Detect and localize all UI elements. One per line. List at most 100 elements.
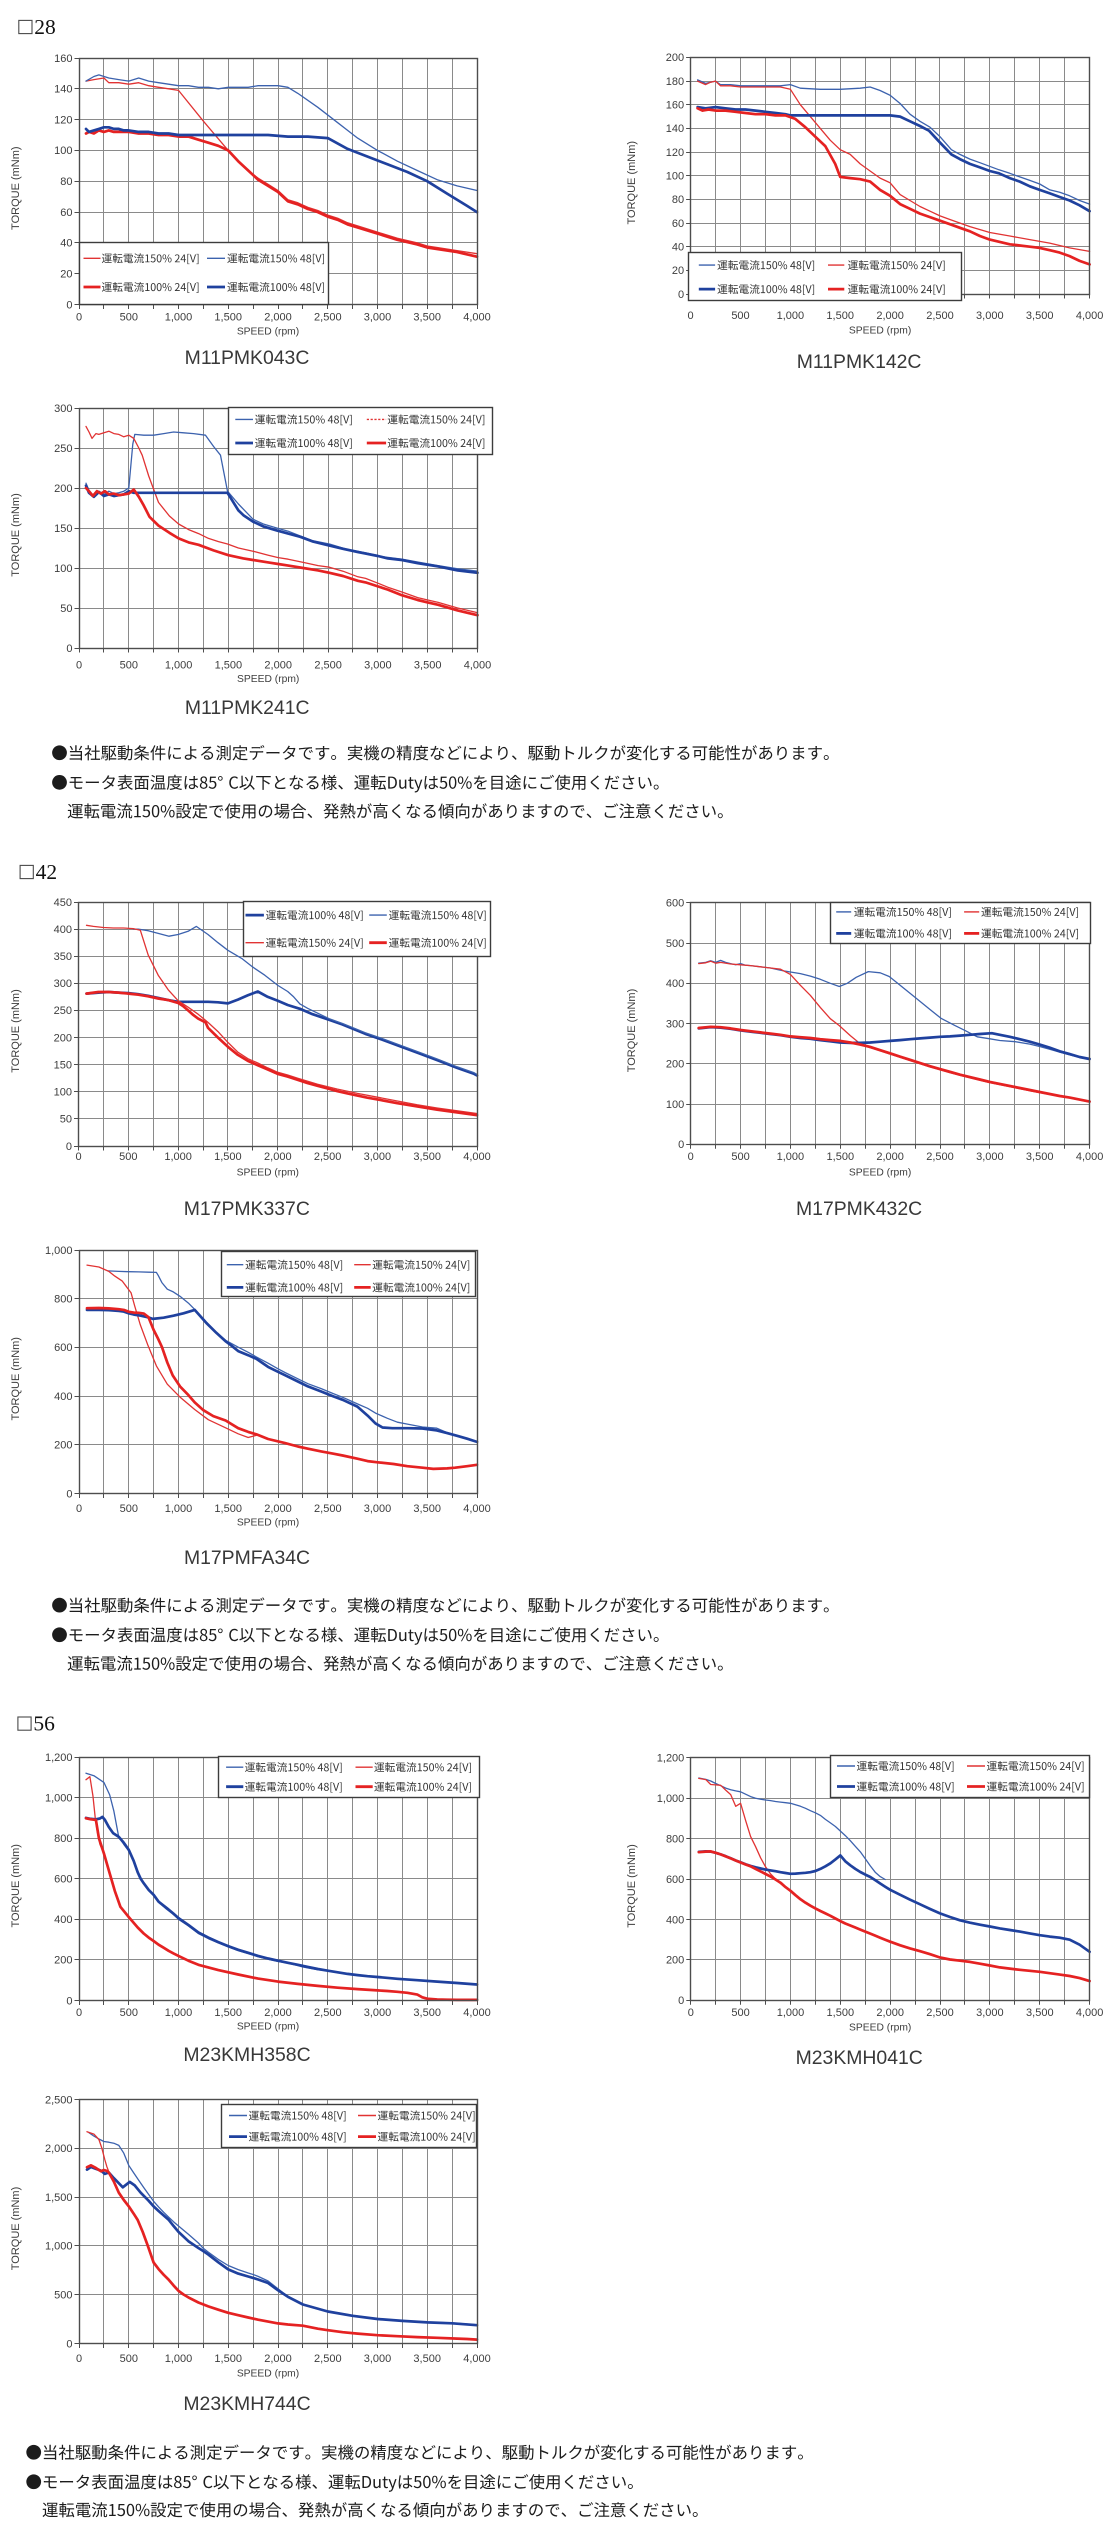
svg-text:100: 100 [666, 171, 684, 183]
svg-text:2,000: 2,000 [264, 1503, 292, 1515]
svg-text:450: 450 [54, 897, 72, 909]
svg-text:80: 80 [672, 194, 684, 206]
svg-text:0: 0 [688, 2007, 694, 2019]
svg-text:20: 20 [672, 265, 684, 277]
svg-text:4,000: 4,000 [463, 2353, 491, 2365]
svg-text:0: 0 [76, 2007, 82, 2019]
svg-text:4,000: 4,000 [463, 1503, 491, 1515]
svg-text:3,500: 3,500 [1026, 2007, 1054, 2019]
svg-text:140: 140 [666, 123, 684, 135]
svg-text:600: 600 [666, 1874, 684, 1886]
svg-text:TORQUE (mNm): TORQUE (mNm) [10, 493, 22, 577]
svg-text:0: 0 [66, 2338, 72, 2350]
svg-text:1,000: 1,000 [45, 1245, 73, 1257]
svg-text:500: 500 [120, 2353, 138, 2365]
svg-text:200: 200 [54, 1032, 72, 1044]
svg-text:500: 500 [666, 938, 684, 950]
svg-text:180: 180 [666, 76, 684, 88]
svg-text:0: 0 [76, 2353, 82, 2365]
svg-text:28: 28 [34, 15, 56, 39]
svg-text:0: 0 [66, 1995, 72, 2007]
svg-text:3,500: 3,500 [1026, 1151, 1054, 1163]
svg-text:400: 400 [666, 978, 684, 990]
svg-text:100: 100 [666, 1099, 684, 1111]
svg-text:800: 800 [54, 1294, 72, 1306]
svg-text:2,000: 2,000 [876, 2007, 904, 2019]
svg-text:4,000: 4,000 [464, 660, 492, 672]
svg-text:TORQUE (mNm): TORQUE (mNm) [626, 1844, 638, 1928]
svg-text:4,000: 4,000 [463, 311, 491, 323]
svg-text:3,500: 3,500 [414, 660, 442, 672]
svg-text:3,500: 3,500 [413, 1503, 441, 1515]
svg-text:SPEED (rpm): SPEED (rpm) [237, 1518, 299, 1529]
svg-text:3,000: 3,000 [976, 310, 1004, 322]
svg-text:SPEED (rpm): SPEED (rpm) [237, 327, 299, 338]
svg-text:200: 200 [54, 1440, 72, 1452]
svg-text:120: 120 [54, 114, 72, 126]
svg-text:3,000: 3,000 [364, 2353, 392, 2365]
svg-text:150: 150 [54, 523, 72, 535]
svg-text:3,500: 3,500 [413, 2353, 441, 2365]
svg-text:200: 200 [54, 1955, 72, 1967]
svg-text:2,000: 2,000 [876, 310, 904, 322]
svg-text:0: 0 [76, 660, 82, 672]
svg-text:0: 0 [678, 1139, 684, 1151]
svg-text:1,200: 1,200 [45, 1752, 73, 1764]
svg-text:4,000: 4,000 [463, 2007, 491, 2019]
svg-text:0: 0 [688, 310, 694, 322]
svg-text:TORQUE (mNm): TORQUE (mNm) [626, 989, 638, 1073]
svg-text:2,500: 2,500 [314, 1151, 342, 1163]
svg-text:120: 120 [666, 147, 684, 159]
svg-text:2,500: 2,500 [926, 2007, 954, 2019]
svg-text:20: 20 [60, 269, 72, 281]
svg-text:3,500: 3,500 [413, 311, 441, 323]
svg-text:2,500: 2,500 [926, 310, 954, 322]
svg-text:4,000: 4,000 [1076, 1151, 1104, 1163]
svg-text:2,000: 2,000 [264, 311, 292, 323]
svg-text:50: 50 [60, 603, 72, 615]
svg-text:M17PMK337C: M17PMK337C [184, 1198, 310, 1220]
svg-text:1,000: 1,000 [777, 310, 805, 322]
svg-text:600: 600 [54, 1342, 72, 1354]
svg-text:2,500: 2,500 [314, 2007, 342, 2019]
svg-text:140: 140 [54, 84, 72, 96]
svg-text:56: 56 [33, 1712, 55, 1736]
svg-text:SPEED (rpm): SPEED (rpm) [849, 326, 911, 337]
svg-text:200: 200 [54, 483, 72, 495]
svg-text:TORQUE (mNm): TORQUE (mNm) [10, 1337, 22, 1421]
svg-text:40: 40 [672, 242, 684, 254]
svg-text:1,000: 1,000 [165, 660, 193, 672]
svg-text:3,500: 3,500 [1026, 310, 1054, 322]
svg-text:100: 100 [54, 563, 72, 575]
svg-text:0: 0 [66, 1488, 72, 1500]
svg-text:1,500: 1,500 [215, 660, 243, 672]
svg-text:160: 160 [666, 100, 684, 112]
svg-text:M17PMFA34C: M17PMFA34C [184, 1547, 310, 1569]
svg-text:1,000: 1,000 [45, 1792, 73, 1804]
svg-text:M23KMH744C: M23KMH744C [183, 2393, 310, 2415]
svg-text:1,500: 1,500 [826, 310, 854, 322]
svg-text:1,500: 1,500 [214, 2353, 242, 2365]
svg-text:300: 300 [54, 403, 72, 415]
svg-text:1,200: 1,200 [657, 1753, 685, 1765]
svg-text:100: 100 [54, 145, 72, 157]
svg-text:2,000: 2,000 [264, 660, 292, 672]
svg-text:M17PMK432C: M17PMK432C [796, 1198, 922, 1220]
svg-text:2,000: 2,000 [45, 2143, 73, 2155]
svg-text:TORQUE (mNm): TORQUE (mNm) [626, 141, 638, 225]
svg-text:4,000: 4,000 [1076, 2007, 1104, 2019]
svg-text:M11PMK043C: M11PMK043C [185, 347, 310, 369]
svg-text:42: 42 [36, 860, 58, 884]
svg-text:1,000: 1,000 [165, 1503, 193, 1515]
svg-text:40: 40 [60, 238, 72, 250]
svg-text:0: 0 [678, 1995, 684, 2007]
svg-text:3,500: 3,500 [413, 2007, 441, 2019]
svg-text:500: 500 [120, 2007, 138, 2019]
svg-text:400: 400 [54, 1391, 72, 1403]
svg-text:1,500: 1,500 [214, 2007, 242, 2019]
svg-text:1,500: 1,500 [214, 1151, 242, 1163]
svg-text:250: 250 [54, 443, 72, 455]
svg-text:2,000: 2,000 [264, 1151, 292, 1163]
svg-text:1,500: 1,500 [827, 2007, 855, 2019]
svg-text:1,000: 1,000 [165, 2007, 193, 2019]
